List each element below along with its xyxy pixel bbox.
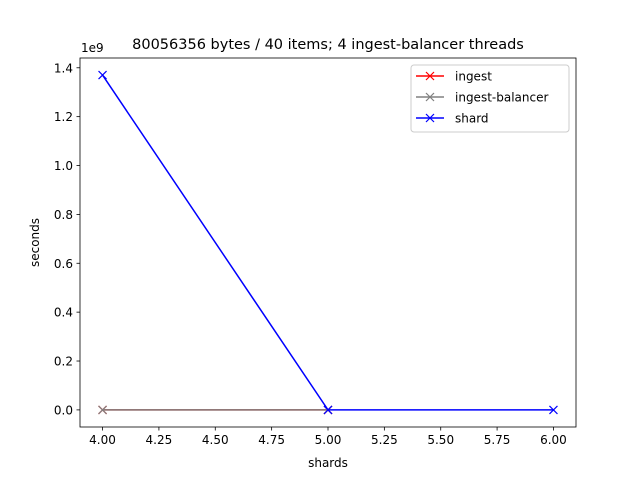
y-tick-label: 0.2 xyxy=(54,355,73,369)
y-axis-ticks: 0.0 0.2 0.4 0.6 0.8 1.0 1.2 1.4 xyxy=(54,61,80,417)
x-tick-label: 5.75 xyxy=(484,433,511,447)
data-point-shard xyxy=(323,405,333,415)
legend-marker xyxy=(425,71,435,81)
legend-item-ingest-balancer: ingest-balancer xyxy=(416,91,548,105)
x-tick-label: 5.50 xyxy=(427,433,454,447)
x-tick-label: 4.50 xyxy=(202,433,229,447)
legend-label: ingest xyxy=(455,70,492,84)
y-axis-label: seconds xyxy=(28,218,42,267)
x-tick-label: 6.00 xyxy=(540,433,567,447)
data-point-ingest-balancer xyxy=(98,405,107,415)
legend: ingest ingest-balancer shard xyxy=(410,64,570,133)
x-tick-label: 5.25 xyxy=(371,433,398,447)
legend-label: shard xyxy=(455,112,489,126)
y-tick-label: 1.4 xyxy=(54,61,73,75)
x-tick-label: 4.75 xyxy=(258,433,285,447)
series-layer xyxy=(98,70,558,415)
data-point-shard xyxy=(549,405,558,415)
data-point-shard xyxy=(98,70,107,80)
x-tick-label: 4.25 xyxy=(146,433,173,447)
y-tick-label: 0.4 xyxy=(54,306,73,320)
y-tick-label: 0.0 xyxy=(54,403,73,417)
legend-label: ingest-balancer xyxy=(455,91,548,105)
y-axis-offset-label: 1e9 xyxy=(81,41,104,55)
y-tick-label: 0.6 xyxy=(54,257,73,271)
y-tick-label: 0.8 xyxy=(54,208,73,222)
x-tick-label: 5.00 xyxy=(315,433,342,447)
x-axis-ticks: 4.00 4.25 4.50 4.75 5.00 5.25 5.50 5.75 6.00 xyxy=(89,427,567,447)
legend-item-ingest: ingest xyxy=(416,70,492,84)
legend-marker xyxy=(425,113,435,123)
chart-title: 80056356 bytes / 40 items; 4 ingest-bala… xyxy=(132,37,524,53)
x-axis-label: shards xyxy=(308,456,348,470)
legend-marker xyxy=(425,92,435,102)
y-tick-label: 1.0 xyxy=(54,159,73,173)
legend-box xyxy=(410,64,570,133)
y-tick-label: 1.2 xyxy=(54,110,73,124)
legend-item-shard: shard xyxy=(416,112,489,126)
x-tick-label: 4.00 xyxy=(89,433,116,447)
